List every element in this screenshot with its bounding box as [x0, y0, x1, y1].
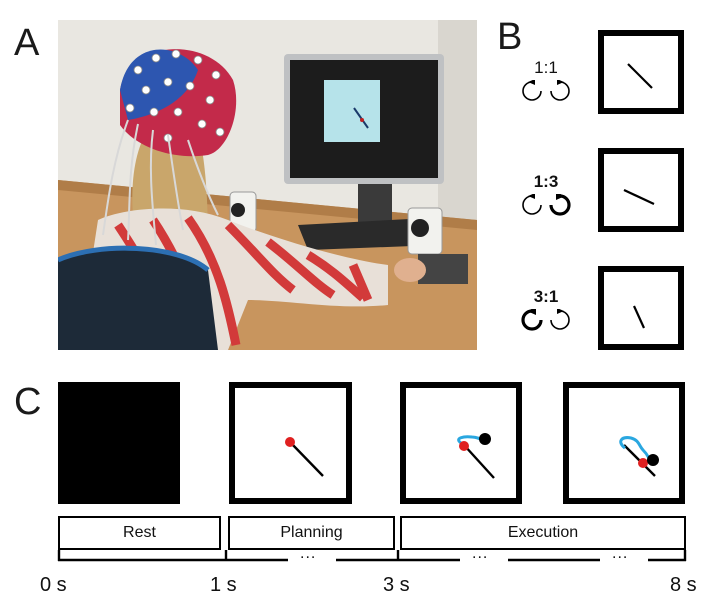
rotation-icons-1 — [522, 80, 570, 101]
stimulus-line-2 — [623, 189, 655, 205]
condition-ratio-1: 1:1 — [534, 58, 558, 77]
execution-screen-1 — [400, 382, 522, 504]
cursor-dot — [638, 458, 648, 468]
experiment-photo-illustration — [58, 20, 477, 350]
phase-planning: Planning — [228, 516, 395, 550]
rotation-icons-3 — [521, 309, 570, 331]
time-label-0: 0 s — [40, 574, 67, 596]
endpoint-dot — [479, 433, 491, 445]
planning-stimulus — [285, 437, 324, 477]
rotate-cw-icon — [550, 309, 570, 330]
timeline-axis — [57, 550, 687, 562]
rotate-cw-icon — [550, 80, 570, 101]
time-label-2: 3 s — [383, 574, 410, 596]
panel-label-b: B — [497, 16, 523, 58]
rotate-ccw-icon — [521, 309, 543, 331]
execution-screen-2 — [563, 382, 685, 504]
experiment-photo — [58, 20, 477, 350]
rest-screen — [58, 382, 180, 504]
endpoint-dot — [647, 454, 659, 466]
time-label-1: 1 s — [210, 574, 237, 596]
phase-execution: Execution — [400, 516, 686, 550]
stimulus-line-1 — [627, 63, 653, 89]
stimulus-line-3 — [632, 305, 646, 329]
timeline-gap-3: ... — [612, 545, 629, 562]
phase-rest: Rest — [58, 516, 221, 550]
execution-stimulus-1 — [457, 433, 495, 479]
condition-ratio-3: 3:1 — [533, 287, 559, 306]
rotation-icons-2 — [522, 194, 571, 216]
rotate-ccw-icon — [522, 80, 542, 101]
stimulus-frame-3 — [598, 266, 684, 350]
planning-screen — [229, 382, 352, 504]
rotate-ccw-icon — [522, 194, 542, 215]
condition-ratio-2: 1:3 — [533, 172, 559, 191]
panel-label-c: C — [14, 381, 42, 423]
rotate-cw-icon — [549, 194, 571, 216]
cursor-dot — [459, 441, 469, 451]
stimulus-frame-2 — [598, 148, 684, 232]
timeline-gap-1: ... — [300, 545, 317, 562]
execution-stimulus-2 — [619, 436, 659, 477]
timeline-gap-2: ... — [472, 545, 489, 562]
monitor-screen — [324, 80, 380, 142]
stimulus-frame-1 — [598, 30, 684, 114]
panel-label-a: A — [14, 22, 40, 64]
time-label-3: 8 s — [670, 574, 697, 596]
cursor-dot — [285, 437, 295, 447]
